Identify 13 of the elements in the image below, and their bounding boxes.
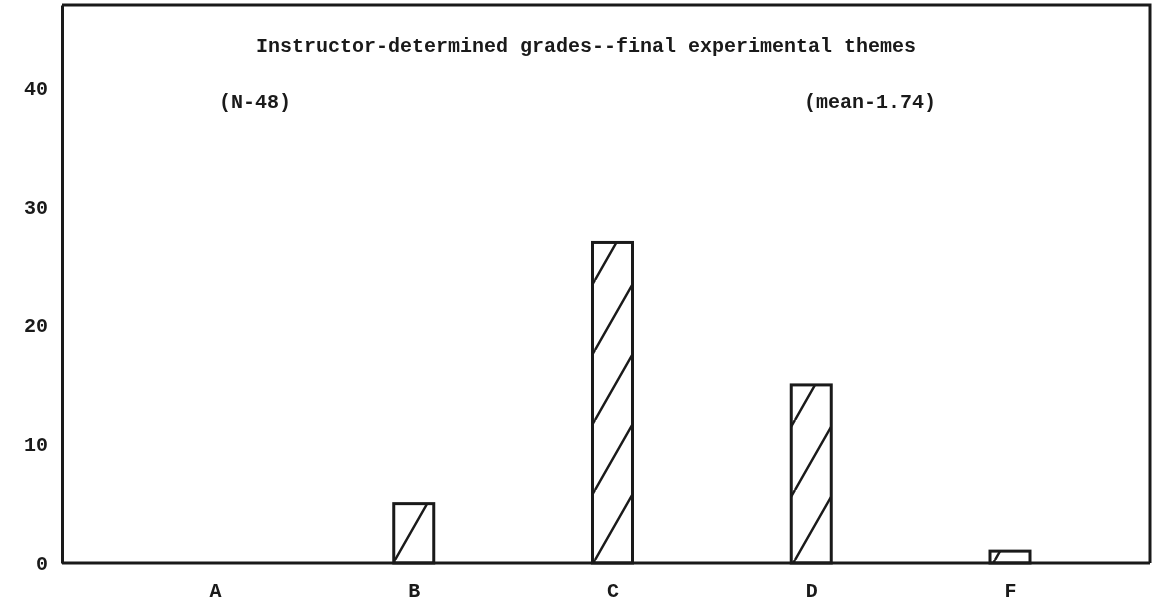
y-tick-label: 10 (23, 434, 48, 458)
x-tick-label: A (209, 580, 222, 604)
y-tick-label: 0 (35, 552, 48, 576)
annotation: (mean-1.74) (803, 91, 937, 114)
y-tick-label: 40 (23, 78, 48, 102)
annotation: (N-48) (218, 91, 292, 114)
x-tick-label: D (805, 580, 818, 604)
y-tick-label: 30 (23, 196, 48, 220)
x-tick-label: C (606, 580, 620, 604)
y-tick-label: 20 (23, 315, 48, 339)
x-tick-label: B (408, 580, 421, 604)
text: Instructor-determined grades--final experimental themes (255, 35, 917, 58)
x-tick-label: F (1004, 580, 1017, 604)
